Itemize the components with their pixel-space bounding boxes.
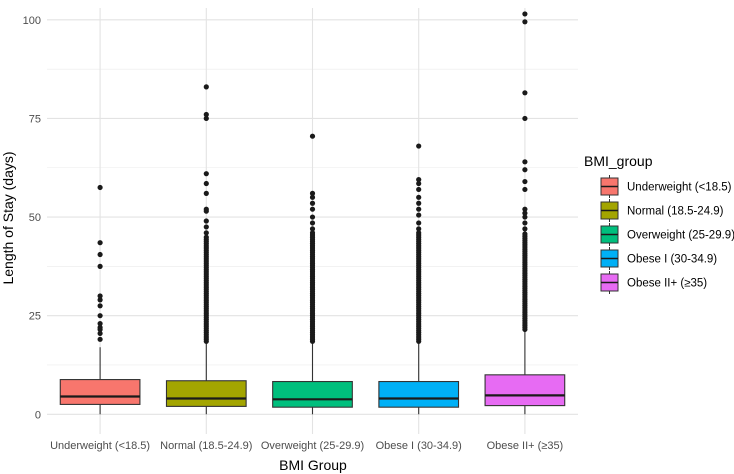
outlier-point xyxy=(309,230,316,236)
outlier-point xyxy=(522,11,528,17)
y-tick-label: 100 xyxy=(23,15,41,27)
outlier-point xyxy=(203,206,209,212)
outlier-point xyxy=(416,143,422,149)
outlier-point xyxy=(97,293,103,299)
outlier-point xyxy=(203,115,209,122)
outlier-point xyxy=(522,167,528,173)
outlier-point xyxy=(522,220,528,226)
outlier-point xyxy=(416,186,422,193)
outlier-point xyxy=(522,231,528,237)
outlier-point xyxy=(309,220,316,226)
outlier-point xyxy=(522,159,528,165)
x-tick-label: Obese II+ (≥35) xyxy=(487,440,564,452)
legend-label: Obese I (30-34.9) xyxy=(627,254,717,266)
legend-label: Obese II+ (≥35) xyxy=(627,278,707,290)
outlier-point xyxy=(97,297,103,303)
outlier-point xyxy=(203,171,209,177)
box-group xyxy=(272,133,353,415)
y-axis-title: Length of Stay (days) xyxy=(0,151,16,284)
box xyxy=(484,374,566,407)
x-tick-label: Obese I (30-34.9) xyxy=(376,440,462,452)
legend-item: Normal (18.5-24.9) xyxy=(600,199,724,222)
outlier-point xyxy=(97,263,103,269)
outlier-point xyxy=(416,194,422,200)
legend-title: BMI_group xyxy=(584,153,653,169)
outlier-point xyxy=(309,206,316,212)
outlier-point xyxy=(97,251,103,258)
legend-item: Overweight (25-29.9) xyxy=(600,223,734,246)
outlier-point xyxy=(522,206,528,212)
legend-item: Obese II+ (≥35) xyxy=(600,271,707,294)
outlier-point xyxy=(309,190,316,196)
outlier-point xyxy=(416,212,422,218)
outlier-point xyxy=(416,220,422,226)
outlier-point xyxy=(416,176,422,183)
outlier-point xyxy=(416,180,422,187)
y-tick-labels: 0 25 50 75 100 xyxy=(23,15,41,421)
outlier-point xyxy=(203,218,209,224)
outlier-point xyxy=(203,111,209,118)
outlier-point xyxy=(522,186,528,193)
outlier-point xyxy=(416,206,422,212)
x-tick-label: Normal (18.5-24.9) xyxy=(160,440,252,452)
box-group xyxy=(484,11,566,415)
legend-label: Overweight (25-29.9) xyxy=(627,230,734,242)
outlier-point xyxy=(97,320,103,327)
box xyxy=(59,379,141,405)
y-tick-label: 75 xyxy=(29,113,41,125)
outlier-point xyxy=(522,226,528,232)
outlier-point xyxy=(522,210,528,216)
outlier-point xyxy=(203,84,209,90)
outlier-point xyxy=(203,180,209,187)
outlier-point xyxy=(309,194,316,200)
legend-label: Normal (18.5-24.9) xyxy=(627,206,724,218)
outlier-point xyxy=(416,226,422,232)
y-tick-label: 25 xyxy=(29,311,41,323)
legend-item: Underweight (<18.5) xyxy=(600,175,732,198)
x-tick-label: Underweight (<18.5) xyxy=(50,440,150,452)
outlier-point xyxy=(522,115,528,122)
box xyxy=(272,380,353,408)
boxplot-boxes xyxy=(59,11,566,415)
outlier-point xyxy=(97,303,103,309)
y-tick-label: 50 xyxy=(29,212,41,224)
box-group xyxy=(165,84,247,415)
box xyxy=(378,380,460,408)
outlier-point xyxy=(97,324,103,331)
x-tick-label: Overweight (25-29.9) xyxy=(261,440,364,452)
x-tick-labels: Underweight (<18.5) Normal (18.5-24.9) Ove… xyxy=(50,440,563,452)
outlier-point xyxy=(97,184,103,191)
outlier-point xyxy=(309,200,316,206)
legend: BMI_group Underweight (<18.5) Normal (18.… xyxy=(584,153,734,294)
outlier-point xyxy=(203,234,209,240)
outlier-point xyxy=(416,230,422,236)
outlier-point xyxy=(522,19,528,25)
x-axis-title: BMI Group xyxy=(279,457,347,473)
legend-label: Underweight (<18.5) xyxy=(627,182,732,194)
outlier-point xyxy=(97,240,103,246)
box-group xyxy=(59,184,141,415)
outlier-point xyxy=(309,214,316,220)
legend-item: Obese I (30-34.9) xyxy=(600,247,717,270)
outlier-point xyxy=(309,133,316,139)
outlier-point xyxy=(522,214,528,220)
outlier-point xyxy=(97,313,103,319)
box-group xyxy=(378,143,460,415)
y-tick-label: 0 xyxy=(35,409,41,421)
outlier-point xyxy=(203,190,209,196)
outlier-point xyxy=(522,178,528,185)
outlier-point xyxy=(203,224,209,230)
outlier-point xyxy=(97,336,103,342)
outlier-point xyxy=(97,330,103,337)
box xyxy=(165,380,247,407)
outlier-point xyxy=(309,226,316,232)
outlier-point xyxy=(416,200,422,206)
outlier-point xyxy=(522,90,528,96)
outlier-point xyxy=(203,230,209,236)
